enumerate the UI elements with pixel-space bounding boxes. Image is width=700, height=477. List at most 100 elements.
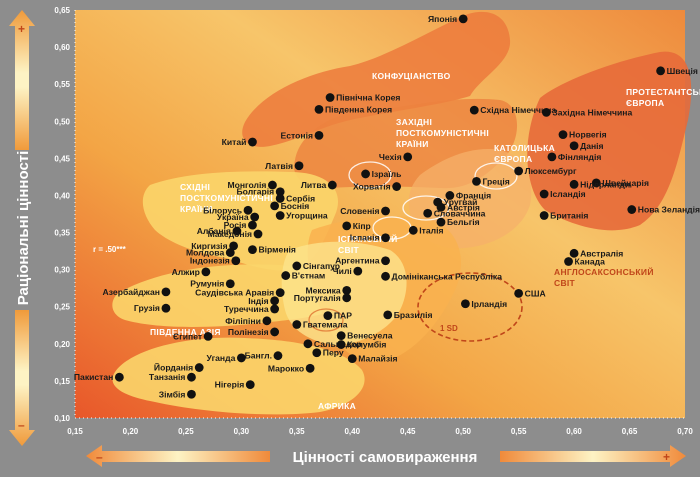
data-point	[114, 372, 124, 382]
data-point-label: ПАР	[334, 311, 352, 321]
data-point-label: Полінезія	[228, 327, 269, 337]
y-tick-label: 0,40	[54, 191, 70, 200]
data-point	[243, 205, 253, 215]
data-point	[569, 179, 579, 189]
data-point	[292, 320, 302, 329]
data-point-label: Словенія	[340, 206, 379, 216]
data-point-label: Фінляндія	[558, 152, 601, 162]
data-point-label: Литва	[301, 180, 327, 190]
data-point-label: Індонезія	[190, 256, 230, 266]
region-label-south-asia: ПІВДЕННА АЗІЯ	[150, 327, 221, 337]
data-point	[336, 340, 346, 349]
data-point	[381, 256, 390, 266]
region-label-eastern-2: ПОСТКОМУНІСТИЧНІ	[180, 193, 273, 203]
data-point-label: Хорватія	[353, 182, 391, 192]
data-point-label: Македонія	[208, 229, 252, 239]
data-point	[381, 271, 390, 281]
region-label-western-2: ПОСТКОМУНІСТИЧНІ	[396, 128, 489, 138]
x-axis-label: Цінності самовираження	[293, 449, 478, 466]
data-point	[236, 353, 246, 363]
data-point-label: Люксембург	[525, 166, 577, 176]
data-point	[381, 206, 390, 216]
y-plus-sign: +	[18, 22, 25, 36]
data-point	[294, 161, 304, 171]
y-tick-label: 0,45	[54, 154, 70, 163]
data-point-label: Домініканська Республіка	[392, 271, 503, 281]
y-arrow-up	[9, 10, 35, 150]
circle-south-africa	[308, 308, 344, 332]
data-point-label: Перу	[323, 348, 344, 358]
data-point-label: Угорщина	[286, 210, 328, 220]
data-point-label: Чилі	[333, 266, 352, 276]
region-label-anglo-2: СВІТ	[554, 278, 576, 288]
x-tick-label: 0,50	[455, 427, 471, 436]
data-point-label: Сербія	[286, 193, 315, 203]
y-tick-label: 0,15	[54, 377, 70, 386]
data-point-label: Швеція	[667, 66, 698, 76]
data-point	[383, 310, 393, 320]
region-label-catholic-2: ЄВРОПА	[494, 154, 532, 164]
data-point	[225, 248, 235, 257]
data-point-label: Боснія	[281, 201, 310, 211]
data-point-label: Португалія	[294, 293, 341, 303]
zone-eastern-postcommunist	[142, 171, 338, 271]
data-point	[314, 130, 324, 140]
data-point	[248, 137, 257, 147]
data-point-label: Нова Зеландія	[638, 205, 700, 215]
data-point	[342, 293, 352, 303]
y-tick-label: 0,55	[54, 80, 70, 89]
data-point	[353, 266, 363, 276]
data-point-label: Східна Німеччина	[480, 105, 556, 115]
region-label-confucian: КОНФУЦІАНСТВО	[372, 71, 451, 81]
data-point-label: Грузія	[134, 303, 160, 313]
zone-africa	[112, 337, 365, 415]
data-point-label: Болгарія	[236, 187, 274, 197]
data-point	[336, 331, 346, 341]
data-point	[225, 279, 235, 289]
data-point	[253, 229, 263, 239]
data-point	[314, 105, 324, 114]
y-axis-arrows: + – Раціональні цінності	[9, 10, 35, 446]
circle-uruguay	[402, 195, 450, 221]
x-tick-label: 0,15	[67, 427, 83, 436]
x-tick-label: 0,70	[677, 427, 693, 436]
data-point	[270, 201, 280, 211]
y-axis-label: Раціональні цінності	[15, 151, 32, 306]
x-tick-label: 0,45	[400, 427, 416, 436]
data-point-label: Данія	[580, 141, 604, 151]
data-point-label: Канада	[575, 256, 606, 266]
data-point-label: Зімбія	[159, 389, 186, 399]
data-point-label: Киргизія	[191, 241, 227, 251]
data-point-label: Росія	[224, 220, 247, 230]
data-point	[273, 351, 283, 361]
correlation-annotation: r = .50***	[93, 245, 127, 254]
data-point	[161, 303, 171, 313]
x-tick-label: 0,25	[178, 427, 194, 436]
data-point	[558, 130, 568, 140]
data-point-label: Україна	[217, 212, 249, 222]
data-point	[245, 380, 255, 390]
zone-shapes	[112, 11, 692, 415]
x-arrow-right	[500, 445, 686, 467]
data-point	[591, 178, 601, 188]
data-point	[327, 180, 337, 190]
data-point-label: Словаччина	[434, 208, 486, 218]
data-point	[347, 354, 357, 364]
data-point	[472, 176, 481, 186]
data-point	[423, 208, 433, 218]
region-label-protestant-2: ЄВРОПА	[626, 98, 664, 108]
data-point	[539, 189, 549, 199]
data-point-label: Танзанія	[149, 372, 186, 382]
region-label-western-1: ЗАХІДНІ	[396, 117, 432, 127]
data-point	[627, 205, 637, 214]
data-point-label: Філіпіни	[225, 316, 261, 326]
data-point	[541, 107, 551, 117]
data-point-label: Бельгія	[447, 217, 480, 227]
data-point	[292, 261, 302, 271]
data-point-label: Британія	[550, 210, 588, 220]
data-point	[458, 14, 468, 24]
data-point	[392, 182, 402, 191]
x-axis-arrows: – + Цінності самовираження	[86, 445, 686, 467]
data-point	[194, 363, 204, 372]
data-point-label: Норвегія	[569, 130, 607, 140]
